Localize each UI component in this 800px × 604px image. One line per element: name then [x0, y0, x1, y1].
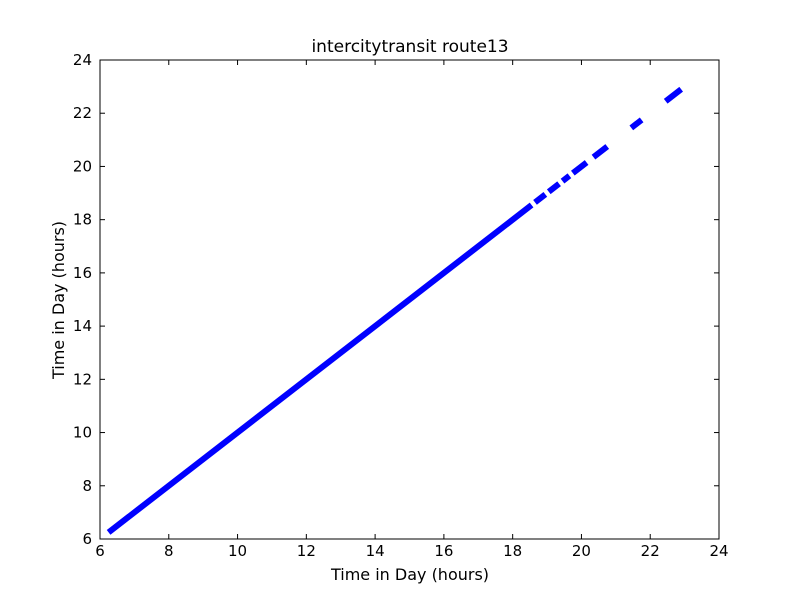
series-line-segment: [533, 192, 548, 205]
series-line-segment: [560, 173, 572, 184]
x-tick-label: 12: [297, 542, 316, 560]
y-tick-label: 18: [73, 211, 92, 229]
x-axis-label: Time in Day (hours): [330, 565, 489, 584]
y-tick-label: 22: [73, 104, 92, 122]
y-tick-label: 24: [73, 51, 92, 69]
y-tick-label: 14: [73, 317, 92, 335]
series-line-segment: [629, 117, 644, 131]
x-tick-label: 6: [95, 542, 105, 560]
x-axis: 6 8 10 12 14 16 18 20 22 24: [95, 60, 729, 560]
plot-frame: [99, 59, 720, 540]
x-tick-label: 8: [164, 542, 174, 560]
x-tick-label: 24: [709, 542, 728, 560]
series-line-segment: [663, 86, 684, 104]
y-tick-label: 10: [73, 424, 92, 442]
chart-title: intercitytransit route13: [311, 37, 508, 57]
y-tick-label: 16: [73, 264, 92, 282]
x-tick-label: 14: [366, 542, 385, 560]
y-tick-label: 6: [82, 530, 92, 548]
x-tick-label: 18: [503, 542, 522, 560]
series-line-segment: [571, 160, 589, 176]
y-tick-label: 8: [82, 477, 92, 495]
x-tick-label: 10: [228, 542, 247, 560]
y-axis: 6 8 10 12 14 16 18 20 22 24: [73, 51, 719, 548]
plot-area: [99, 59, 720, 540]
x-tick-label: 20: [572, 542, 591, 560]
series-line-segment: [591, 144, 610, 160]
y-tick-label: 20: [73, 157, 92, 175]
y-tick-label: 12: [73, 370, 92, 388]
series-layer: [106, 86, 684, 535]
x-tick-label: 22: [641, 542, 660, 560]
x-tick-label: 16: [434, 542, 453, 560]
series-line-segment: [106, 202, 534, 535]
series-line-segment: [546, 181, 561, 195]
y-axis-label: Time in Day (hours): [49, 221, 68, 380]
